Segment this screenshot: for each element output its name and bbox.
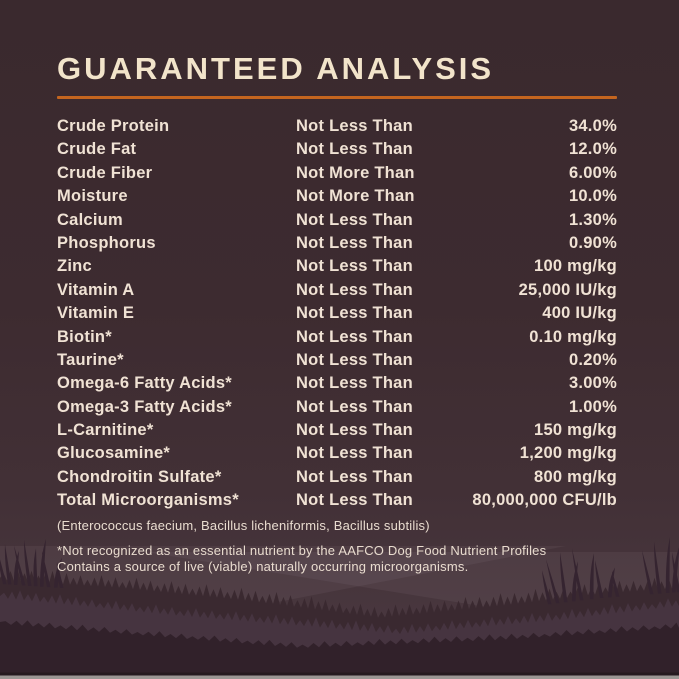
qualifier: Not Less Than — [296, 140, 413, 159]
qualifier: Not Less Than — [296, 117, 413, 135]
qualifier: Not Less Than — [296, 304, 413, 323]
qualifier: Not Less Than — [296, 421, 413, 440]
nutrient-name: Biotin* — [57, 327, 112, 346]
table-row: Crude Fiber Not More Than 6.00% — [57, 162, 617, 185]
title-underline — [57, 96, 617, 99]
nutrient-value: 12.0% — [568, 140, 617, 159]
nutrient-value: 400 IU/kg — [542, 304, 617, 323]
nutrient-name: Vitamin E — [57, 304, 135, 323]
nutrient-name: Chondroitin Sulfate* — [57, 467, 222, 486]
analysis-table: Crude Protein Not Less Than 34.0% Crude Fa… — [57, 115, 617, 513]
qualifier: Not Less Than — [296, 210, 413, 229]
nutrient-value: 150 mg/kg — [534, 421, 617, 440]
qualifier: Not Less Than — [296, 257, 413, 276]
nutrient-value: 25,000 IU/kg — [518, 280, 617, 299]
table-row: Phosphorus Not Less Than 0.90% — [57, 232, 617, 255]
table-row: Omega-6 Fatty Acids* Not Less Than 3.00% — [57, 372, 617, 395]
table-row: Moisture Not More Than 10.0% — [57, 185, 617, 208]
nutrient-name: Zinc — [57, 257, 92, 276]
nutrient-name: Omega-3 Fatty Acids* — [57, 397, 232, 416]
nutrient-name: Omega-6 Fatty Acids* — [57, 374, 232, 393]
nutrient-name: Total Microorganisms* — [57, 491, 239, 510]
qualifier: Not Less Than — [296, 491, 413, 510]
nutrient-name: Moisture — [57, 187, 128, 206]
table-row: Crude Fat Not Less Than 12.0% — [57, 138, 617, 161]
table-row: Crude Protein Not Less Than 34.0% — [57, 115, 617, 138]
footnote-aafco: *Not recognized as an essential nutrient… — [57, 542, 547, 558]
nutrient-value: 1,200 mg/kg — [519, 444, 617, 463]
nutrient-name: Calcium — [57, 210, 123, 229]
table-row: Vitamin E Not Less Than 400 IU/kg — [57, 302, 617, 325]
microorganism-species-note: (Enterococcus faecium, Bacillus lichenif… — [57, 517, 430, 533]
page-title: GUARANTEED ANALYSIS — [57, 51, 495, 86]
nutrient-value: 3.00% — [568, 374, 617, 393]
nutrient-name: Crude Fat — [57, 140, 137, 159]
table-row: Total Microorganisms* Not Less Than 80,000… — [57, 489, 617, 512]
nutrient-value: 800 mg/kg — [534, 467, 617, 486]
table-row: Biotin* Not Less Than 0.10 mg/kg — [57, 326, 617, 349]
qualifier: Not Less Than — [296, 280, 413, 299]
qualifier: Not More Than — [296, 187, 415, 206]
table-row: L-Carnitine* Not Less Than 150 mg/kg — [57, 419, 617, 442]
nutrient-value: 10.0% — [568, 187, 617, 206]
qualifier: Not Less Than — [296, 397, 413, 416]
nutrient-value: 80,000,000 CFU/lb — [472, 491, 617, 510]
table-row: Vitamin A Not Less Than 25,000 IU/kg — [57, 279, 617, 302]
nutrient-name: Crude Fiber — [57, 163, 153, 182]
nutrient-name: Taurine* — [57, 350, 124, 369]
nutrient-value: 1.00% — [568, 397, 617, 416]
nutrient-name: Vitamin A — [57, 280, 135, 299]
nutrient-value: 100 mg/kg — [534, 257, 617, 276]
nutrient-value: 0.90% — [568, 233, 617, 252]
nutrient-name: L-Carnitine* — [57, 421, 154, 440]
nutrient-name: Phosphorus — [57, 233, 156, 252]
footnote: *Not recognized as an essential nutrient… — [57, 543, 617, 576]
table-row: Zinc Not Less Than 100 mg/kg — [57, 255, 617, 278]
qualifier: Not Less Than — [296, 350, 413, 369]
grass-landscape-illustration — [0, 537, 679, 679]
qualifier: Not Less Than — [296, 444, 413, 463]
qualifier: Not Less Than — [296, 467, 413, 486]
table-row: Glucosamine* Not Less Than 1,200 mg/kg — [57, 442, 617, 465]
table-row: Calcium Not Less Than 1.30% — [57, 209, 617, 232]
nutrient-value: 1.30% — [568, 210, 617, 229]
table-row: Omega-3 Fatty Acids* Not Less Than 1.00% — [57, 396, 617, 419]
nutrient-value: 0.10 mg/kg — [529, 327, 617, 346]
qualifier: Not Less Than — [296, 374, 413, 393]
table-row: Taurine* Not Less Than 0.20% — [57, 349, 617, 372]
nutrient-name: Glucosamine* — [57, 444, 171, 463]
nutrient-name: Crude Protein — [57, 117, 170, 135]
qualifier: Not Less Than — [296, 327, 413, 346]
nutrient-value: 6.00% — [568, 163, 617, 182]
nutrient-value: 34.0% — [568, 117, 617, 135]
table-row: Chondroitin Sulfate* Not Less Than 800 mg/… — [57, 466, 617, 489]
nutrient-value: 0.20% — [568, 350, 617, 369]
qualifier: Not More Than — [296, 163, 415, 182]
footnote-live-microorganisms: Contains a source of live (viable) natur… — [57, 559, 469, 575]
qualifier: Not Less Than — [296, 233, 413, 252]
